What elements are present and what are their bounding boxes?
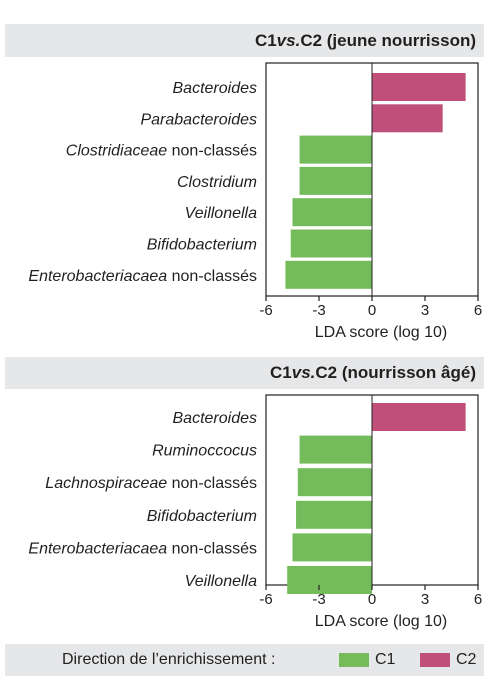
- bar-c2: [372, 104, 443, 133]
- bar-c2: [372, 403, 466, 431]
- panel-2-chart: Bacteroides Ruminoccocus Lachnospiraceae n…: [28, 394, 482, 630]
- bar-c2: [372, 73, 466, 101]
- category-label: Clostridium: [177, 174, 257, 191]
- bar-c1: [292, 198, 372, 227]
- x-axis-label: LDA score (log 10): [315, 324, 448, 341]
- x-tick-label: 0: [368, 591, 376, 608]
- bar-c1: [299, 166, 372, 195]
- x-tick-label: 0: [368, 302, 376, 319]
- panel-2-header: C1 vs. C2 (nourrisson âgé): [5, 357, 484, 389]
- x-tick-label: -3: [312, 302, 325, 319]
- panel-2-title: C1 vs. C2 (nourrisson âgé): [270, 357, 476, 389]
- category-label: Bacteroides: [173, 410, 258, 427]
- panel-2-title-vs: vs.: [291, 363, 316, 382]
- panel-2-title-rest: C2 (nourrisson âgé): [315, 363, 476, 382]
- x-tick-label: 3: [421, 302, 429, 319]
- legend-item-c1-label: C1: [375, 651, 396, 668]
- category-label: Veillonella: [185, 573, 257, 590]
- category-label: Ruminoccocus: [152, 443, 257, 460]
- x-axis-label: LDA score (log 10): [315, 613, 448, 630]
- bar-c1: [299, 135, 372, 164]
- x-tick-label: 6: [474, 302, 482, 319]
- panel-1-header: C1 vs. C2 (jeune nourrisson): [5, 24, 484, 57]
- panel-1-title-vs: vs.: [276, 30, 301, 50]
- x-tick-label: 6: [474, 591, 482, 608]
- bar-c1: [292, 533, 372, 562]
- category-label: Veillonella: [185, 205, 257, 222]
- category-label: Enterobacteriacaea non-classés: [28, 268, 257, 285]
- x-tick-label: -6: [259, 591, 272, 608]
- category-label: Parabacteroides: [140, 111, 257, 128]
- bar-c1: [296, 500, 372, 529]
- legend-swatch-c2: [420, 653, 450, 667]
- x-tick-label: -6: [259, 302, 272, 319]
- panel-1-title: C1 vs. C2 (jeune nourrisson): [255, 24, 476, 57]
- legend-swatch-c1: [339, 653, 369, 667]
- category-label: Enterobacteriacaea non-classés: [28, 540, 257, 557]
- category-label: Bacteroides: [173, 80, 258, 97]
- category-label: Bifidobacterium: [147, 508, 257, 525]
- bar-c1: [285, 260, 372, 289]
- bar-c1: [290, 229, 372, 258]
- legend-label: Direction de l’enrichissement :: [62, 651, 276, 668]
- legend-item-c2-label: C2: [456, 651, 477, 668]
- bar-c1: [299, 435, 372, 464]
- bar-c1: [287, 566, 372, 594]
- panel-1-title-rest: C2 (jeune nourrisson): [300, 30, 476, 50]
- x-tick-label: 3: [421, 591, 429, 608]
- category-label: Bifidobacterium: [147, 237, 257, 254]
- bar-c1: [297, 468, 372, 497]
- category-label: Lachnospiraceae non-classés: [45, 475, 257, 492]
- category-label: Clostridiaceae non-classés: [66, 143, 257, 160]
- panel-1-title-part: C1: [254, 30, 277, 50]
- panel-2-title-part: C1: [270, 363, 292, 382]
- legend: Direction de l’enrichissement : C1 C2: [5, 644, 484, 676]
- panel-1-chart: Bacteroides Parabacteroides Clostridiaceae…: [28, 62, 482, 341]
- x-tick-label: -3: [312, 591, 325, 608]
